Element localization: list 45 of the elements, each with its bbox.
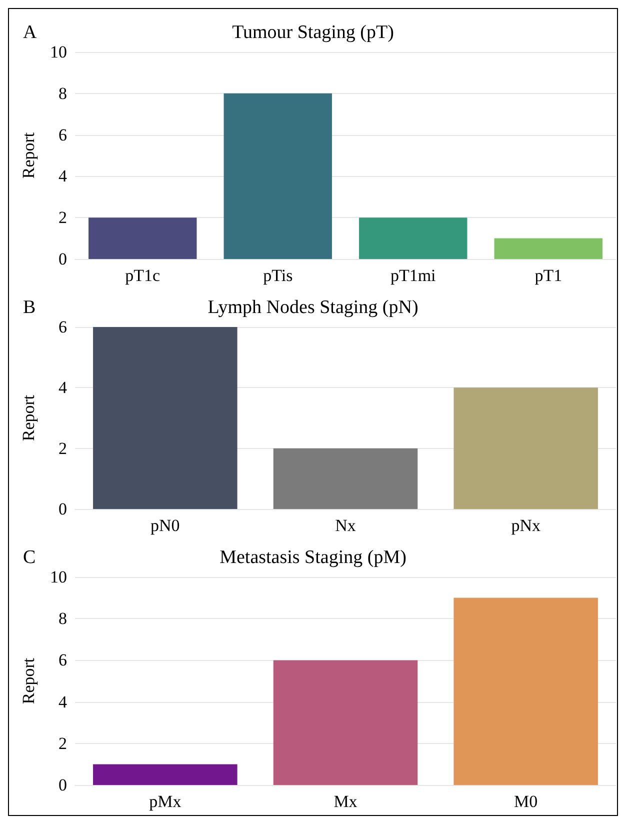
text: A [23, 22, 37, 43]
y-tick-label: 6 [58, 318, 67, 336]
chart-title: Lymph Nodes Staging (pN) [208, 297, 418, 318]
x-tick-label: Mx [334, 792, 358, 811]
chart-title: Metastasis Staging (pM) [220, 547, 406, 568]
text: C [23, 547, 36, 568]
y-tick-label: 10 [50, 568, 67, 586]
bar [93, 327, 238, 509]
y-tick-label: 2 [58, 208, 67, 228]
bar [93, 764, 238, 785]
bar [494, 238, 602, 259]
y-tick-label: 4 [58, 378, 68, 398]
bar [273, 660, 418, 785]
bar [224, 93, 332, 259]
y-axis-title: Report [19, 132, 38, 179]
bar [454, 388, 598, 509]
x-tick-label: pT1mi [390, 266, 436, 285]
y-tick-label: 8 [58, 84, 67, 103]
bar [359, 218, 468, 259]
y-tick-label: 6 [58, 650, 67, 670]
y-tick-label: 4 [58, 166, 68, 186]
bar [454, 598, 598, 785]
x-tick-label: pTis [263, 266, 293, 285]
x-tick-label: pT1c [125, 266, 161, 285]
x-tick-label: Nx [335, 516, 356, 535]
x-tick-label: pT1 [534, 266, 562, 285]
y-tick-label: 4 [58, 692, 68, 712]
y-tick-label: 6 [58, 125, 67, 144]
x-tick-label: pN0 [150, 516, 180, 535]
y-tick-label: 0 [58, 250, 67, 268]
y-tick-label: 10 [50, 42, 67, 62]
x-tick-label: pMx [149, 792, 182, 811]
y-axis-title: Report [19, 658, 38, 704]
bar [273, 448, 418, 509]
y-tick-label: 0 [58, 500, 67, 518]
y-tick-label: 2 [58, 734, 67, 753]
text: B [23, 297, 36, 318]
bar [88, 218, 197, 259]
x-tick-label: pNx [511, 516, 541, 535]
chart-title: Tumour Staging (pT) [232, 22, 394, 43]
y-tick-label: 0 [58, 776, 67, 794]
y-axis-title: Report [19, 394, 38, 442]
y-tick-label: 8 [58, 609, 67, 628]
x-tick-label: M0 [514, 792, 538, 811]
y-tick-label: 2 [58, 438, 67, 458]
